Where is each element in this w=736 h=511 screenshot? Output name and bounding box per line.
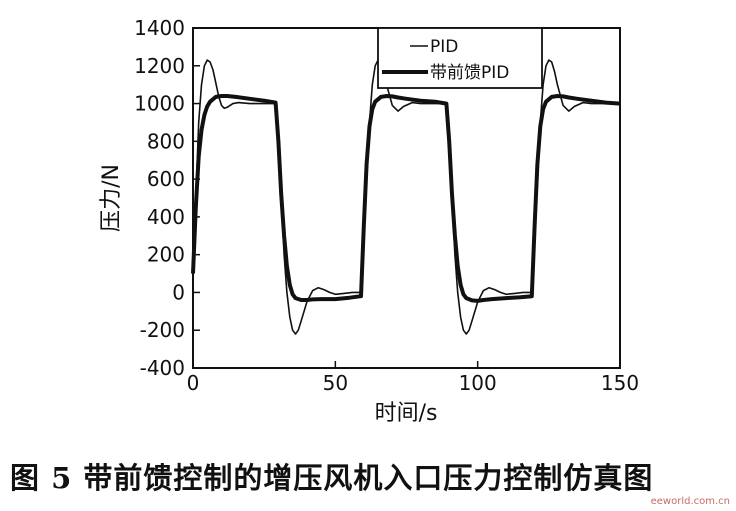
y-tick-label: 1200	[134, 54, 185, 78]
x-tick-label: 0	[187, 371, 200, 395]
y-axis-label: 压力/N	[99, 164, 124, 232]
plot-area: -400 -200 0 200 400 600 800 1000 1200 1400 0 50 100 1…	[134, 16, 639, 395]
legend-ff-pid-label: 带前馈PID	[430, 63, 509, 83]
x-tick-label: 50	[323, 371, 348, 395]
legend-box	[377, 27, 543, 89]
x-tick-label: 150	[601, 371, 639, 395]
legend: PID 带前馈PID	[377, 27, 543, 89]
y-tick-label: 600	[147, 167, 185, 191]
y-tick-label: 0	[172, 280, 185, 304]
y-tick-label: 800	[147, 129, 185, 153]
x-tick-label: 100	[459, 371, 497, 395]
y-tick-label: 400	[147, 205, 185, 229]
series-line-feedforward-pid	[191, 94, 621, 303]
y-tick-label: 1000	[134, 92, 185, 116]
pressure-chart: -400 -200 0 200 400 600 800 1000 1200 1400 0 50 100 1…	[99, 16, 639, 426]
y-tick-label: 1400	[134, 16, 185, 40]
x-axis-label: 时间/s	[375, 401, 438, 426]
figure-caption: 图 5 带前馈控制的增压风机入口压力控制仿真图	[10, 461, 654, 495]
site-watermark: eeworld.com.cn	[650, 496, 730, 507]
legend-pid-label: PID	[430, 37, 458, 57]
y-tick-label: 200	[147, 243, 185, 267]
series-layer	[191, 59, 621, 335]
y-tick-label: -400	[140, 356, 185, 380]
y-tick-label: -200	[140, 318, 185, 342]
tick-layer: -400 -200 0 200 400 600 800 1000 1200 1400 0 50 100 1…	[134, 16, 639, 395]
